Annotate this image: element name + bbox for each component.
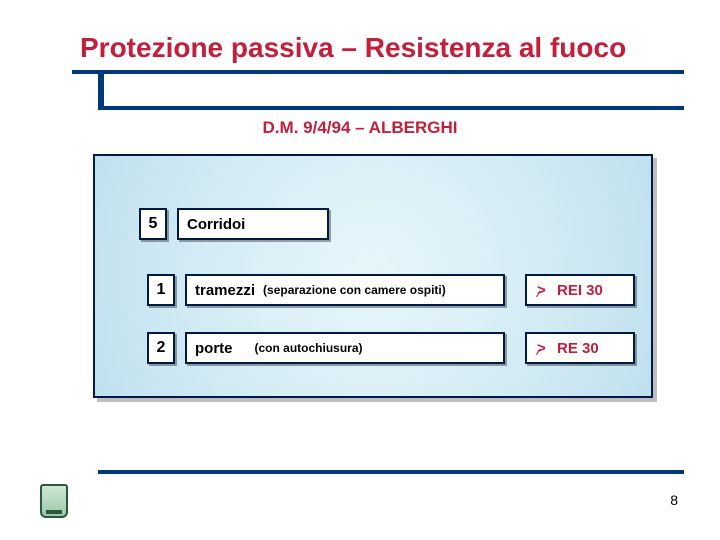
section-number-box: 5 [139, 208, 167, 240]
title-rule-bottom [98, 106, 684, 110]
row-number-box: 2 [147, 332, 175, 364]
row-number-box: 1 [147, 274, 175, 306]
page-title: Protezione passiva – Resistenza al fuoco [80, 32, 626, 64]
shield-icon [40, 484, 68, 518]
row-term: porte [195, 340, 233, 357]
row-value-box: > REI 30 [525, 274, 635, 306]
row-value: RE 30 [557, 340, 599, 357]
section-label-box: Corridoi [177, 208, 329, 240]
title-rule-tick [98, 74, 104, 110]
row-term-box: tramezzi (separazione con camere ospiti) [185, 274, 505, 306]
row-number: 2 [157, 339, 166, 357]
row-value: REI 30 [557, 282, 603, 299]
bottom-rule [98, 470, 684, 474]
geq-symbol: > [537, 282, 551, 299]
row-note: (separazione con camere ospiti) [263, 283, 446, 297]
row-term: tramezzi [195, 282, 255, 299]
row-number: 1 [157, 281, 166, 299]
row-value-box: > RE 30 [525, 332, 635, 364]
section-label: Corridoi [187, 216, 245, 233]
section-number: 5 [149, 215, 158, 233]
row-term-box: porte (con autochiusura) [185, 332, 505, 364]
page-number: 8 [670, 492, 678, 508]
row-note: (con autochiusura) [255, 341, 363, 355]
subtitle: D.M. 9/4/94 – ALBERGHI [0, 118, 720, 138]
org-logo [40, 484, 70, 522]
content-panel: 5 Corridoi 1 tramezzi (separazione con c… [93, 154, 653, 398]
title-rule-top [72, 70, 684, 74]
geq-symbol: > [537, 340, 551, 357]
